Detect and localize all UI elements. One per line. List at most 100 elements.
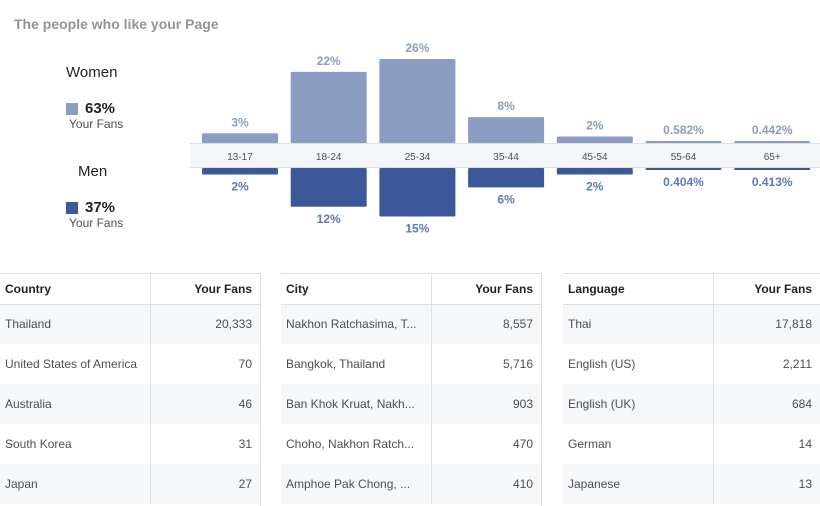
country-fans: 20,333: [149, 304, 260, 344]
legend-women-stat: 63%: [66, 100, 115, 117]
age-tick-label: 13-17: [227, 152, 253, 163]
men-value-label: 6%: [497, 192, 515, 206]
women-bar: [379, 59, 456, 143]
city-table: City Your Fans Nakhon Ratchasima, T... 8,…: [281, 273, 541, 506]
language-table: Language Your Fans Thai 17,818 English (U…: [563, 273, 820, 506]
table-row: English (US) 2,211: [563, 344, 820, 384]
city-fans: 5,716: [430, 344, 541, 384]
table-row: Thailand 20,333: [0, 304, 260, 344]
women-value-label: 2%: [586, 119, 604, 133]
city-name: Choho, Nakhon Ratch...: [286, 437, 415, 451]
table-row: Choho, Nakhon Ratch... 470: [281, 424, 541, 464]
country-fans: 27: [149, 464, 260, 504]
age-tick-label: 35-44: [493, 152, 519, 163]
language-fans: 14: [712, 424, 820, 464]
table-row: Japanese 13: [563, 464, 820, 504]
city-name: Nakhon Ratchasima, T...: [281, 304, 431, 344]
language-name: English (US): [568, 357, 636, 371]
table-divider: [541, 273, 542, 506]
legend-men-percent: 37%: [85, 199, 116, 216]
language-name: Thai: [563, 304, 713, 344]
women-value-label: 22%: [317, 54, 341, 68]
table-row: Thai 17,818: [563, 304, 820, 344]
men-bar: [468, 168, 545, 188]
city-fans-header[interactable]: Your Fans: [430, 274, 541, 305]
country-table: Country Your Fans Thailand 20,333 United …: [0, 273, 260, 506]
table-row: Nakhon Ratchasima, T... 8,557: [281, 304, 541, 344]
table-row: United States of America 70: [0, 344, 260, 384]
city-fans: 903: [430, 384, 541, 424]
women-bar: [645, 141, 722, 143]
country-name: United States of America: [5, 357, 138, 371]
language-name: German: [568, 437, 612, 451]
legend-men-stat: 37%: [66, 199, 115, 216]
country-name: Japan: [0, 464, 150, 504]
legend-men-label: Men: [78, 163, 108, 180]
language-fans-header[interactable]: Your Fans: [712, 274, 820, 305]
country-fans: 31: [149, 424, 260, 464]
language-name: Japanese: [563, 464, 713, 504]
language-fans: 2,211: [712, 344, 820, 384]
table-row: Ban Khok Kruat, Nakh... 903: [281, 384, 541, 424]
legend-men-sub: Your Fans: [69, 216, 124, 230]
men-bar: [556, 168, 633, 175]
women-bar: [734, 141, 811, 143]
women-value-label: 3%: [231, 115, 249, 129]
men-value-label: 0.413%: [752, 175, 793, 189]
women-swatch-icon: [66, 102, 78, 115]
legend-women-percent: 63%: [85, 100, 116, 117]
table-row: Bangkok, Thailand 5,716: [281, 344, 541, 384]
city-name: Bangkok, Thailand: [286, 357, 386, 371]
table-row: Japan 27: [0, 464, 260, 504]
men-value-label: 2%: [231, 179, 249, 193]
age-gender-chart: 3% 2% 13-17 22% 12% 18-24 26% 15% 25-34 8% 6% 35-44…: [202, 41, 811, 235]
language-fans: 684: [712, 384, 820, 424]
men-swatch-icon: [66, 201, 78, 214]
age-tick-label: 45-54: [582, 152, 608, 163]
men-value-label: 12%: [317, 212, 341, 226]
men-value-label: 15%: [405, 221, 429, 235]
men-value-label: 2%: [586, 179, 604, 193]
language-name: English (UK): [563, 384, 713, 424]
women-bar: [202, 133, 278, 143]
women-bar: [468, 117, 545, 143]
men-value-label: 0.404%: [663, 175, 704, 189]
city-fans: 470: [430, 424, 541, 464]
country-fans: 46: [149, 384, 260, 424]
country-name: Australia: [0, 384, 150, 424]
page-title: The people who like your Page: [14, 16, 219, 32]
table-row: Australia 46: [0, 384, 260, 424]
language-fans: 17,818: [712, 304, 820, 344]
table-row: Amphoe Pak Chong, ... 410: [281, 464, 541, 504]
city-header[interactable]: City: [281, 274, 431, 305]
table-row: English (UK) 684: [563, 384, 820, 424]
table-row: South Korea 31: [0, 424, 260, 464]
age-tick-label: 25-34: [405, 152, 431, 163]
legend-women-sub: Your Fans: [69, 117, 124, 131]
men-bar: [379, 168, 456, 217]
men-bar: [202, 168, 278, 175]
women-value-label: 0.582%: [663, 123, 704, 137]
language-fans: 13: [712, 464, 820, 504]
country-header[interactable]: Country: [0, 274, 150, 305]
age-tick-label: 18-24: [316, 152, 342, 163]
women-value-label: 26%: [405, 41, 429, 55]
table-divider: [260, 273, 261, 506]
country-fans-header[interactable]: Your Fans: [149, 274, 260, 305]
women-value-label: 0.442%: [752, 123, 793, 137]
language-header[interactable]: Language: [563, 274, 713, 305]
men-bar: [645, 168, 722, 170]
table-row: German 14: [563, 424, 820, 464]
men-bar: [290, 168, 367, 207]
country-name: South Korea: [5, 437, 72, 451]
country-name: Thailand: [0, 304, 150, 344]
men-bar: [734, 168, 811, 170]
city-name: Ban Khok Kruat, Nakh...: [281, 384, 431, 424]
city-fans: 8,557: [430, 304, 541, 344]
legend-women-label: Women: [66, 64, 118, 81]
women-bar: [556, 136, 633, 143]
age-tick-label: 65+: [764, 152, 781, 163]
city-name: Amphoe Pak Chong, ...: [281, 464, 431, 504]
age-tick-label: 55-64: [671, 152, 697, 163]
country-fans: 70: [149, 344, 260, 384]
